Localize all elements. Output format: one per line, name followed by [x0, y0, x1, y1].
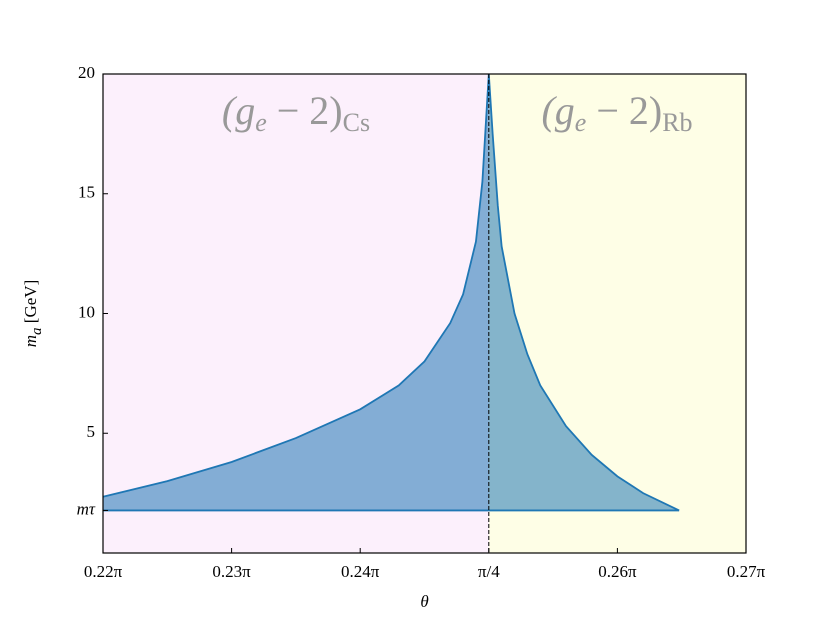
- x-tick-label: 0.23π: [212, 562, 251, 581]
- region-label-part: − 2): [586, 88, 662, 133]
- region-label-part: e: [575, 108, 587, 137]
- x-axis-label: θ: [420, 592, 428, 611]
- region-label-part: (g: [222, 88, 255, 133]
- y-tick-label: 5: [87, 422, 96, 441]
- y-tick-label: 15: [78, 183, 95, 202]
- x-tick-label: π/4: [478, 562, 500, 581]
- y-tick-label: 20: [78, 63, 95, 82]
- x-tick-label: 0.26π: [598, 562, 637, 581]
- y-tick-label: 10: [78, 302, 95, 321]
- x-tick-label: 0.22π: [84, 562, 123, 581]
- region-label-part: − 2): [267, 88, 343, 133]
- y-axis-label: ma [GeV]: [21, 280, 46, 347]
- x-tick-label: 0.24π: [341, 562, 380, 581]
- y-tick-label: mτ: [77, 499, 96, 518]
- area-fill: [103, 74, 680, 511]
- region-label-part: e: [255, 108, 267, 137]
- y-axis-label-part: a: [29, 327, 45, 335]
- region-label-part: Rb: [662, 108, 692, 137]
- region-label-part: Cs: [343, 108, 370, 137]
- region-label: (ge − 2)Rb: [541, 88, 692, 137]
- region-label-part: (g: [541, 88, 574, 133]
- region-label: (ge − 2)Cs: [222, 88, 370, 137]
- y-axis-label-part: m: [21, 335, 40, 347]
- y-axis-label-part: [GeV]: [21, 280, 40, 328]
- x-tick-label: 0.27π: [727, 562, 766, 581]
